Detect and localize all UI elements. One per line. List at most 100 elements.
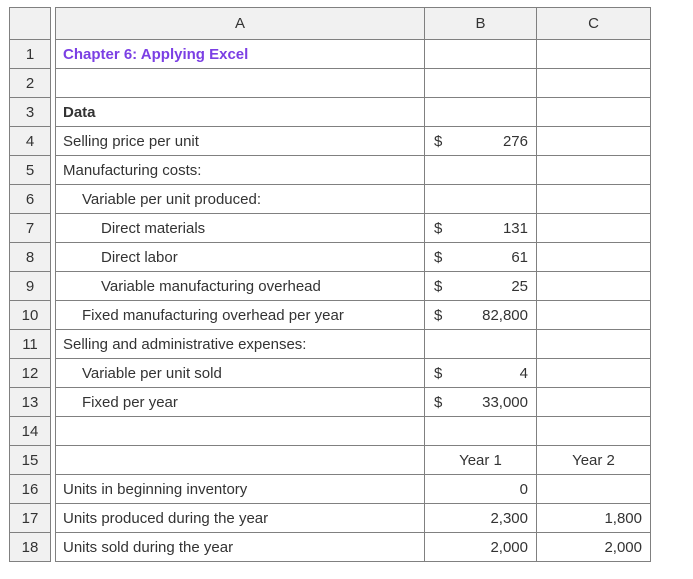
row-number-13[interactable]: 13 bbox=[9, 387, 51, 417]
cell-A4[interactable]: Selling price per unit bbox=[55, 126, 425, 156]
cell-C7[interactable] bbox=[536, 213, 651, 243]
row-header-15: 15 bbox=[9, 445, 51, 475]
cell-B13[interactable]: $33,000 bbox=[424, 387, 537, 417]
cell-A12[interactable]: Variable per unit sold bbox=[55, 358, 425, 388]
cell-value: 276 bbox=[502, 132, 528, 150]
row-number-8[interactable]: 8 bbox=[9, 242, 51, 272]
cell-A7[interactable]: Direct materials bbox=[55, 213, 425, 243]
cell-A13[interactable]: Fixed per year bbox=[55, 387, 425, 417]
cell-C5[interactable] bbox=[536, 155, 651, 185]
cell-B12[interactable]: $4 bbox=[424, 358, 537, 388]
row-number-10[interactable]: 10 bbox=[9, 300, 51, 330]
sheet-row-2 bbox=[55, 68, 651, 98]
sheet-row-1: Chapter 6: Applying Excel bbox=[55, 39, 651, 69]
cell-A2[interactable] bbox=[55, 68, 425, 98]
accounting-format-value: $4 bbox=[426, 364, 536, 382]
row-number-11[interactable]: 11 bbox=[9, 329, 51, 359]
row-header-5: 5 bbox=[9, 155, 51, 185]
row-number-17[interactable]: 17 bbox=[9, 503, 51, 533]
row-number-7[interactable]: 7 bbox=[9, 213, 51, 243]
accounting-format-value: $131 bbox=[426, 219, 536, 237]
cell-C8[interactable] bbox=[536, 242, 651, 272]
cell-A10[interactable]: Fixed manufacturing overhead per year bbox=[55, 300, 425, 330]
corner-row bbox=[9, 7, 51, 40]
cell-C18[interactable]: 2,000 bbox=[536, 532, 651, 562]
sheet-row-13: Fixed per year $33,000 bbox=[55, 387, 651, 417]
cell-B10[interactable]: $82,800 bbox=[424, 300, 537, 330]
row-number-12[interactable]: 12 bbox=[9, 358, 51, 388]
cell-A15[interactable] bbox=[55, 445, 425, 475]
cell-B8[interactable]: $61 bbox=[424, 242, 537, 272]
cell-B9[interactable]: $25 bbox=[424, 271, 537, 301]
currency-symbol: $ bbox=[434, 132, 443, 150]
sheet-row-5: Manufacturing costs: bbox=[55, 155, 651, 185]
row-number-5[interactable]: 5 bbox=[9, 155, 51, 185]
cell-B16[interactable]: 0 bbox=[424, 474, 537, 504]
cell-B5[interactable] bbox=[424, 155, 537, 185]
accounting-format-value: $33,000 bbox=[426, 394, 536, 411]
cell-A18[interactable]: Units sold during the year bbox=[55, 532, 425, 562]
sheet-row-6: Variable per unit produced: bbox=[55, 184, 651, 214]
row-number-6[interactable]: 6 bbox=[9, 184, 51, 214]
cell-A8[interactable]: Direct labor bbox=[55, 242, 425, 272]
row-number-2[interactable]: 2 bbox=[9, 68, 51, 98]
cell-C6[interactable] bbox=[536, 184, 651, 214]
row-number-9[interactable]: 9 bbox=[9, 271, 51, 301]
accounting-format-value: $61 bbox=[426, 248, 536, 266]
cell-B17[interactable]: 2,300 bbox=[424, 503, 537, 533]
cell-C13[interactable] bbox=[536, 387, 651, 417]
cell-C9[interactable] bbox=[536, 271, 651, 301]
row-number-16[interactable]: 16 bbox=[9, 474, 51, 504]
cell-value: 25 bbox=[511, 277, 528, 295]
cell-C12[interactable] bbox=[536, 358, 651, 388]
cell-B7[interactable]: $131 bbox=[424, 213, 537, 243]
cell-C3[interactable] bbox=[536, 97, 651, 127]
accounting-format-value: $82,800 bbox=[426, 307, 536, 324]
row-number-1[interactable]: 1 bbox=[9, 39, 51, 69]
select-all-corner-cell[interactable] bbox=[9, 7, 51, 40]
cell-C11[interactable] bbox=[536, 329, 651, 359]
cell-value: 131 bbox=[502, 219, 528, 237]
column-header-B[interactable]: B bbox=[424, 7, 537, 40]
cell-B3[interactable] bbox=[424, 97, 537, 127]
cell-C14[interactable] bbox=[536, 416, 651, 446]
cell-value: 61 bbox=[511, 248, 528, 266]
cell-B18[interactable]: 2,000 bbox=[424, 532, 537, 562]
column-header-C[interactable]: C bbox=[536, 7, 651, 40]
cell-B14[interactable] bbox=[424, 416, 537, 446]
cell-C15[interactable]: Year 2 bbox=[536, 445, 651, 475]
row-header-6: 6 bbox=[9, 184, 51, 214]
cell-B11[interactable] bbox=[424, 329, 537, 359]
cell-C16[interactable] bbox=[536, 474, 651, 504]
cell-A1[interactable]: Chapter 6: Applying Excel bbox=[55, 39, 425, 69]
cell-A14[interactable] bbox=[55, 416, 425, 446]
cell-C4[interactable] bbox=[536, 126, 651, 156]
cell-A16[interactable]: Units in beginning inventory bbox=[55, 474, 425, 504]
row-number-14[interactable]: 14 bbox=[9, 416, 51, 446]
cell-A9[interactable]: Variable manufacturing overhead bbox=[55, 271, 425, 301]
cell-A11[interactable]: Selling and administrative expenses: bbox=[55, 329, 425, 359]
cell-C1[interactable] bbox=[536, 39, 651, 69]
row-number-18[interactable]: 18 bbox=[9, 532, 51, 562]
cell-C2[interactable] bbox=[536, 68, 651, 98]
cell-B15[interactable]: Year 1 bbox=[424, 445, 537, 475]
row-number-4[interactable]: 4 bbox=[9, 126, 51, 156]
currency-symbol: $ bbox=[434, 277, 443, 295]
column-header-A[interactable]: A bbox=[55, 7, 425, 40]
cell-B2[interactable] bbox=[424, 68, 537, 98]
cell-A6[interactable]: Variable per unit produced: bbox=[55, 184, 425, 214]
sheet-row-7: Direct materials $131 bbox=[55, 213, 651, 243]
cell-A17[interactable]: Units produced during the year bbox=[55, 503, 425, 533]
cell-B4[interactable]: $276 bbox=[424, 126, 537, 156]
row-number-3[interactable]: 3 bbox=[9, 97, 51, 127]
cell-A5[interactable]: Manufacturing costs: bbox=[55, 155, 425, 185]
cell-C17[interactable]: 1,800 bbox=[536, 503, 651, 533]
currency-symbol: $ bbox=[434, 364, 443, 382]
row-header-11: 11 bbox=[9, 329, 51, 359]
cell-B6[interactable] bbox=[424, 184, 537, 214]
cell-C10[interactable] bbox=[536, 300, 651, 330]
row-number-15[interactable]: 15 bbox=[9, 445, 51, 475]
cell-B1[interactable] bbox=[424, 39, 537, 69]
cell-A3[interactable]: Data bbox=[55, 97, 425, 127]
